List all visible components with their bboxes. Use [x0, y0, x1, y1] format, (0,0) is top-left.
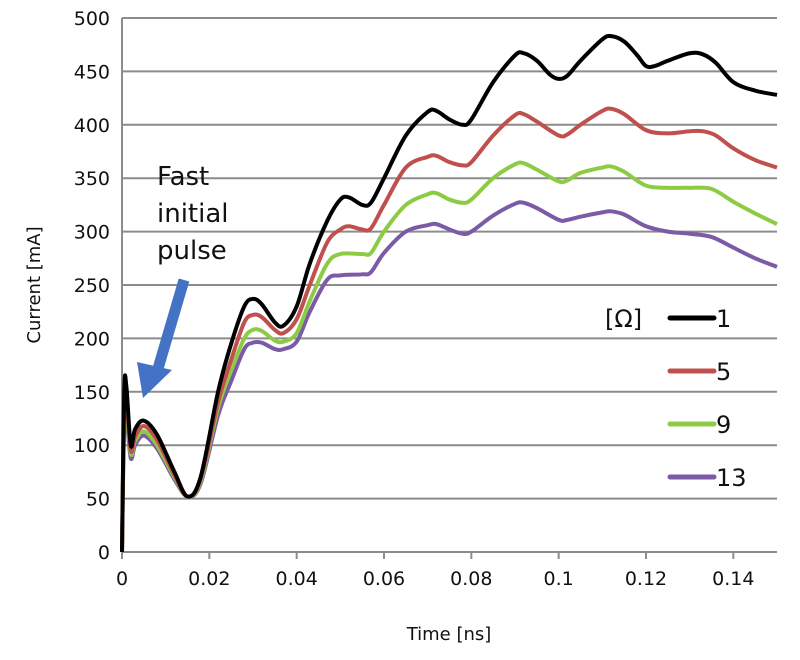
series-line-1: [120, 33, 778, 553]
y-tick-label: 500: [74, 8, 110, 30]
annotation-line-2: initial: [157, 199, 229, 229]
y-tick-label: 450: [74, 61, 110, 83]
y-tick-label: 200: [74, 328, 110, 350]
y-tick-labels: 0 50 100 150 200 250 300 350 400 450 500: [74, 8, 110, 564]
legend-label-13: 13: [716, 464, 747, 492]
y-tick-label: 0: [98, 542, 110, 564]
series-lines: [120, 33, 778, 553]
legend-label-9: 9: [716, 411, 731, 439]
x-tick-labels: 0 0.02 0.04 0.06 0.08 0.1 0.12 0.14: [116, 568, 755, 590]
x-axis-title: Time [ns]: [406, 624, 492, 645]
annotation-line-1: Fast: [157, 162, 209, 192]
series-line-5: [120, 106, 778, 553]
x-tick-label: 0.06: [363, 568, 405, 590]
y-tick-label: 100: [74, 435, 110, 457]
y-tick-label: 50: [86, 489, 110, 511]
x-tick-label: 0: [116, 568, 128, 590]
y-axis-title: Current [mA]: [24, 226, 45, 343]
annotation: Fast initial pulse: [137, 162, 229, 398]
y-tick-label: 250: [74, 275, 110, 297]
legend-label-5: 5: [716, 358, 731, 386]
legend-title: [Ω]: [605, 305, 642, 333]
legend-label-1: 1: [716, 305, 731, 333]
x-tick-label: 0.12: [625, 568, 667, 590]
x-tick-label: 0.08: [450, 568, 492, 590]
x-tick-label: 0.14: [712, 568, 754, 590]
x-tick-label: 0.02: [188, 568, 230, 590]
y-tick-label: 300: [74, 222, 110, 244]
x-tick-label: 0.04: [276, 568, 318, 590]
y-tick-label: 350: [74, 168, 110, 190]
annotation-line-3: pulse: [157, 236, 227, 266]
y-tick-label: 400: [74, 115, 110, 137]
legend: [Ω] 1 5 9 13: [605, 305, 747, 492]
y-tick-label: 150: [74, 382, 110, 404]
arrow-icon: [137, 278, 190, 398]
x-tick-label: 0.1: [544, 568, 574, 590]
